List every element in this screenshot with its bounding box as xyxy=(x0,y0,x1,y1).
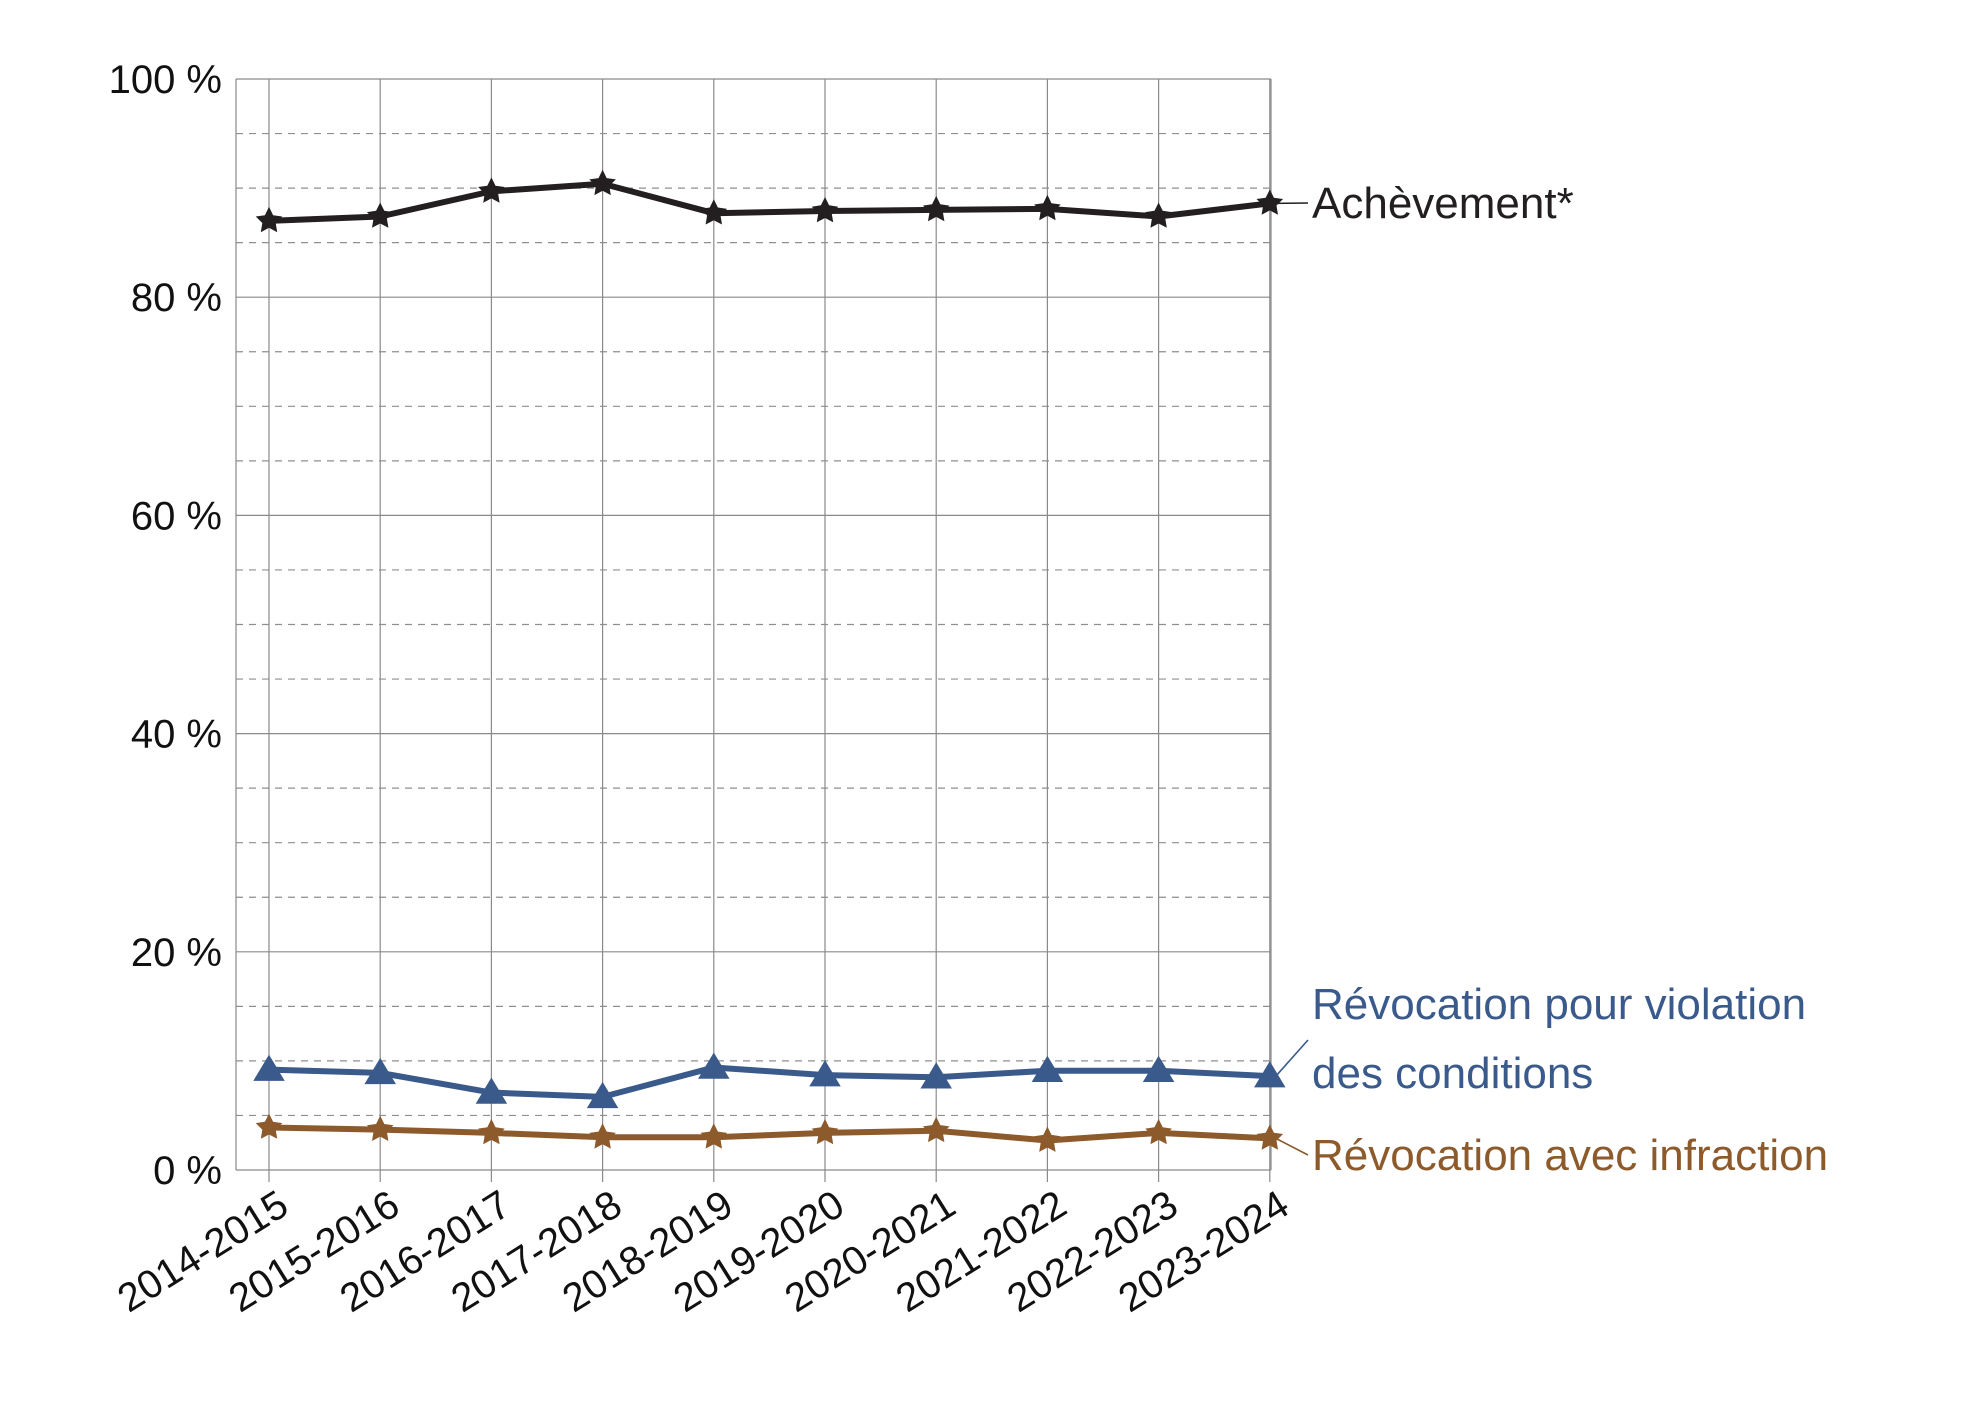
data-point xyxy=(475,1077,508,1104)
x-axis: 2014-20152015-20162016-20172017-20182018… xyxy=(110,1182,1296,1321)
data-point xyxy=(700,199,728,225)
data-point xyxy=(1145,202,1172,228)
y-tick-label: 0 % xyxy=(153,1149,222,1193)
data-point xyxy=(920,1062,952,1089)
data-point xyxy=(922,1116,950,1143)
data-point xyxy=(1256,189,1284,215)
series-group xyxy=(253,169,1286,1152)
y-tick-label: 20 % xyxy=(131,931,222,975)
data-point xyxy=(364,1057,396,1085)
data-point xyxy=(478,1118,505,1145)
data-point xyxy=(366,1115,394,1141)
y-axis: 0 % 20 % 40 % 60 % 80 % 100 % xyxy=(109,58,222,1193)
data-point xyxy=(698,1052,730,1079)
series-label: Révocation pour violation xyxy=(1312,980,1806,1029)
data-point xyxy=(255,206,283,233)
y-tick-label: 40 % xyxy=(131,713,222,757)
series-labels: Achèvement* Révocation pour violation des … xyxy=(1275,179,1828,1180)
data-point xyxy=(811,197,839,223)
data-point xyxy=(589,169,616,196)
leader-line xyxy=(1275,1039,1309,1077)
data-point xyxy=(366,202,394,228)
data-point xyxy=(1034,1126,1061,1152)
data-point xyxy=(700,1123,728,1149)
data-point xyxy=(1142,1055,1175,1082)
data-point xyxy=(1034,194,1061,221)
grid xyxy=(235,78,1272,1182)
data-point xyxy=(253,1054,285,1081)
data-point xyxy=(586,1081,619,1109)
y-tick-label: 60 % xyxy=(131,494,222,538)
data-point xyxy=(255,1113,283,1139)
series-label: Achèvement* xyxy=(1312,179,1574,228)
data-point xyxy=(811,1118,839,1145)
data-point xyxy=(1256,1124,1284,1150)
y-tick-label: 100 % xyxy=(109,58,222,102)
data-point xyxy=(1145,1118,1172,1145)
series-label: Révocation avec infraction xyxy=(1312,1131,1828,1180)
series-line xyxy=(268,1124,1270,1144)
y-tick-label: 80 % xyxy=(131,276,222,320)
data-point xyxy=(1031,1055,1064,1082)
series-line xyxy=(268,180,1271,224)
data-point xyxy=(922,195,950,222)
data-point xyxy=(589,1123,616,1149)
series-label: des conditions xyxy=(1312,1049,1593,1098)
data-point xyxy=(1254,1061,1286,1088)
data-point xyxy=(809,1060,841,1087)
leader-line xyxy=(1275,1137,1309,1156)
data-point xyxy=(478,177,505,203)
series-line xyxy=(268,1064,1270,1100)
